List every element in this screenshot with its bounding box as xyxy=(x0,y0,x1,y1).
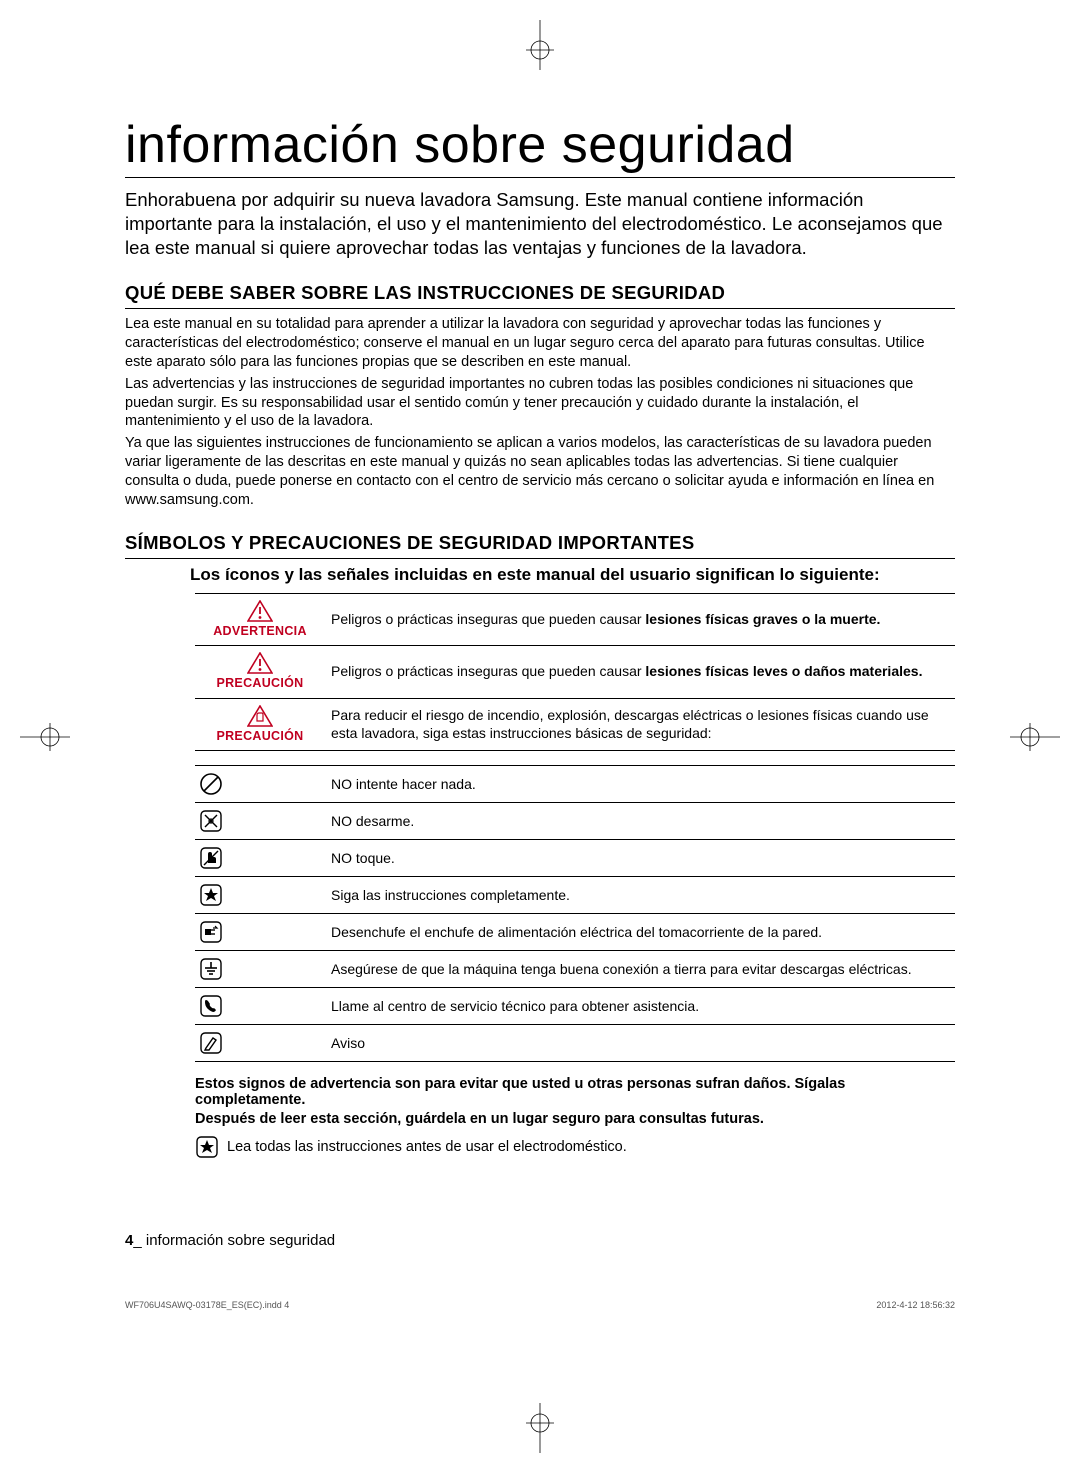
section1-p3: Ya que las siguientes instrucciones de f… xyxy=(125,434,955,509)
caution-label-2: PRECAUCIÓN xyxy=(216,729,303,745)
symbol-desc: NO desarme. xyxy=(325,803,955,840)
table-row: Llame al centro de servicio técnico para… xyxy=(195,988,955,1025)
symbol-desc: NO intente hacer nada. xyxy=(325,766,955,803)
section-symbols: SÍMBOLOS Y PRECAUCIONES DE SEGURIDAD IMP… xyxy=(125,532,955,1160)
note-box-icon xyxy=(199,1031,321,1055)
unplug-box-icon xyxy=(199,920,321,944)
no-touch-icon xyxy=(199,846,321,870)
symbol-desc: NO toque. xyxy=(325,840,955,877)
closing-bold-2: Después de leer esta sección, guárdela e… xyxy=(195,1111,955,1127)
symbol-desc: Asegúrese de que la máquina tenga buena … xyxy=(325,951,955,988)
warning-label: ADVERTENCIA xyxy=(213,624,307,640)
footer-section-label: información sobre seguridad xyxy=(146,1232,335,1249)
crop-mark-right xyxy=(1010,717,1060,757)
intro-paragraph: Enhorabuena por adquirir su nueva lavado… xyxy=(125,188,955,260)
table-row: NO intente hacer nada. xyxy=(195,766,955,803)
print-meta-right: 2012-4-12 18:56:32 xyxy=(876,1300,955,1310)
symbol-desc: Siga las instrucciones completamente. xyxy=(325,877,955,914)
warning-triangle-icon xyxy=(247,600,273,622)
crop-mark-top xyxy=(520,20,560,70)
section-instructions: QUÉ DEBE SABER SOBRE LAS INSTRUCCIONES D… xyxy=(125,282,955,509)
table-row: Desenchufe el enchufe de alimentación el… xyxy=(195,914,955,951)
caution-label: PRECAUCIÓN xyxy=(216,676,303,692)
symbol-desc: Llame al centro de servicio técnico para… xyxy=(325,988,955,1025)
page-title: información sobre seguridad xyxy=(125,115,955,178)
section1-p1: Lea este manual en su totalidad para apr… xyxy=(125,315,955,372)
warning-table: ADVERTENCIA Peligros o prácticas insegur… xyxy=(195,593,955,752)
no-circle-icon xyxy=(199,772,321,796)
table-row: Aviso xyxy=(195,1025,955,1062)
closing-bold-1: Estos signos de advertencia son para evi… xyxy=(195,1076,955,1108)
symbol-desc: Desenchufe el enchufe de alimentación el… xyxy=(325,914,955,951)
caution-desc-2: Para reducir el riesgo de incendio, expl… xyxy=(325,698,955,751)
print-meta-left: WF706U4SAWQ-03178E_ES(EC).indd 4 xyxy=(125,1300,289,1310)
section1-heading: QUÉ DEBE SABER SOBRE LAS INSTRUCCIONES D… xyxy=(125,282,955,309)
table-row: PRECAUCIÓN Peligros o prácticas insegura… xyxy=(195,646,955,699)
crop-mark-left xyxy=(20,717,70,757)
caution-desc: Peligros o prácticas inseguras que puede… xyxy=(325,646,955,699)
table-row: NO toque. xyxy=(195,840,955,877)
star-box-icon xyxy=(199,883,321,907)
page-content: información sobre seguridad Enhorabuena … xyxy=(125,115,955,1159)
closing-block: Estos signos de advertencia son para evi… xyxy=(195,1076,955,1159)
warning-triangle-icon xyxy=(247,652,273,674)
ground-box-icon xyxy=(199,957,321,981)
warning-hand-icon xyxy=(247,705,273,727)
section2-subheading: Los íconos y las señales incluidas en es… xyxy=(190,565,955,585)
table-row: ADVERTENCIA Peligros o prácticas insegur… xyxy=(195,593,955,646)
closing-instruction: Lea todas las instrucciones antes de usa… xyxy=(227,1139,627,1155)
no-disassemble-icon xyxy=(199,809,321,833)
star-box-icon xyxy=(195,1135,219,1159)
section2-heading: SÍMBOLOS Y PRECAUCIONES DE SEGURIDAD IMP… xyxy=(125,532,955,559)
footer-underscore: _ xyxy=(133,1232,146,1249)
symbol-desc: Aviso xyxy=(325,1025,955,1062)
table-row: NO desarme. xyxy=(195,803,955,840)
table-row: PRECAUCIÓN Para reducir el riesgo de inc… xyxy=(195,698,955,751)
table-row: Asegúrese de que la máquina tenga buena … xyxy=(195,951,955,988)
symbol-table: NO intente hacer nada. NO desarme. NO to… xyxy=(195,765,955,1062)
section1-p2: Las advertencias y las instrucciones de … xyxy=(125,375,955,432)
warning-desc: Peligros o prácticas inseguras que puede… xyxy=(325,593,955,646)
table-row: Siga las instrucciones completamente. xyxy=(195,877,955,914)
phone-box-icon xyxy=(199,994,321,1018)
crop-mark-bottom xyxy=(520,1403,560,1453)
page-footer: 4_ información sobre seguridad xyxy=(125,1232,335,1249)
